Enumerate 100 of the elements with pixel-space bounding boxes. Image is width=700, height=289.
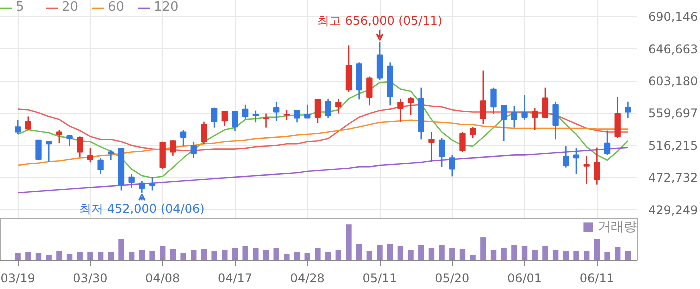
x-tick-label: 04/17 xyxy=(218,272,253,286)
bar xyxy=(512,245,518,260)
candlestick xyxy=(232,110,238,132)
candlestick xyxy=(25,116,32,131)
bar xyxy=(346,224,352,260)
bar xyxy=(584,251,590,260)
annotation: 최고 656,000 (05/11) xyxy=(317,14,443,28)
legend-label: 20 xyxy=(62,0,80,15)
y-tick-label: 646,663 xyxy=(648,42,698,56)
candlestick xyxy=(149,176,156,192)
candlestick xyxy=(56,129,63,144)
candlestick xyxy=(594,147,600,186)
bar xyxy=(118,239,124,260)
candlestick xyxy=(552,101,559,140)
x-tick-label: 03/19 xyxy=(0,272,36,286)
x-tick-label: 04/28 xyxy=(290,272,325,286)
bar xyxy=(563,251,569,260)
bar xyxy=(574,251,580,260)
candlestick xyxy=(376,41,384,82)
candlestick xyxy=(201,121,208,145)
candlestick xyxy=(604,130,611,156)
bar xyxy=(428,248,435,260)
candlestick xyxy=(77,136,84,158)
bar xyxy=(356,244,362,260)
candlestick xyxy=(449,154,456,178)
candlestick xyxy=(542,87,549,119)
bar xyxy=(325,252,332,260)
x-tick-label: 06/01 xyxy=(507,272,542,286)
bar xyxy=(242,246,248,260)
candlestick xyxy=(398,98,404,123)
bar xyxy=(253,248,259,260)
bar xyxy=(139,250,146,260)
candlestick xyxy=(501,104,508,142)
candlestick xyxy=(366,76,373,106)
candlestick xyxy=(98,158,104,176)
bar xyxy=(108,252,114,260)
y-tick-label: 429,249 xyxy=(648,203,698,218)
candlestick xyxy=(294,109,300,124)
bar xyxy=(315,248,321,260)
legend-label: 120 xyxy=(154,0,179,15)
candlestick xyxy=(252,110,260,124)
bar xyxy=(542,246,548,260)
bar xyxy=(170,249,176,260)
bar xyxy=(408,250,414,260)
y-tick-label: 516,215 xyxy=(648,138,698,153)
bar xyxy=(532,250,538,260)
candlestick xyxy=(532,108,538,131)
y-tick-label: 603,180 xyxy=(648,74,698,89)
bar xyxy=(222,250,228,260)
candlestick xyxy=(614,96,621,139)
bar xyxy=(77,252,83,260)
candlestick xyxy=(284,109,290,122)
x-tick-label: 05/20 xyxy=(435,272,470,286)
x-tick-label: 04/08 xyxy=(146,272,180,286)
candlestick xyxy=(408,96,414,116)
bar xyxy=(88,252,94,260)
candlestick xyxy=(304,104,311,119)
bar xyxy=(180,253,186,260)
candlestick xyxy=(460,132,466,153)
bar xyxy=(26,252,32,260)
bar xyxy=(284,254,290,260)
candlestick xyxy=(180,129,187,147)
bar xyxy=(388,244,394,260)
y-tick-label: 559,697 xyxy=(648,106,698,121)
bar xyxy=(439,245,445,260)
x-tick-label: 06/11 xyxy=(580,272,614,286)
candlestick xyxy=(14,120,22,136)
bar xyxy=(15,253,21,260)
candlestick xyxy=(428,132,435,163)
bar xyxy=(150,251,156,260)
y-tick-label: 472,732 xyxy=(648,171,698,186)
candlestick xyxy=(87,148,94,164)
candlestick xyxy=(438,138,446,168)
candlestick xyxy=(66,134,73,147)
candlestick xyxy=(222,110,228,127)
candlestick xyxy=(263,113,270,128)
y-tick-label: 690,146 xyxy=(648,10,698,24)
bar xyxy=(56,251,62,260)
candlestick xyxy=(511,106,518,128)
bar xyxy=(594,239,600,260)
candlestick xyxy=(625,101,632,119)
candlestick xyxy=(480,70,487,125)
annotation: 최저 452,000 (04/06) xyxy=(80,202,205,216)
bar xyxy=(398,246,404,260)
bar xyxy=(263,250,270,260)
bar xyxy=(98,252,104,260)
legend-label: 5 xyxy=(16,0,26,15)
line-series xyxy=(17,120,629,166)
bar xyxy=(128,252,135,260)
candlestick xyxy=(190,141,197,159)
legend-label: 거래량 xyxy=(598,219,637,236)
bar xyxy=(490,250,497,260)
candlestick xyxy=(470,126,476,139)
candlestick xyxy=(563,146,570,168)
bar xyxy=(460,249,466,260)
bar xyxy=(212,251,218,260)
candlestick xyxy=(522,94,528,122)
candlestick xyxy=(108,149,114,162)
bar xyxy=(294,252,300,260)
candlestick xyxy=(490,87,497,116)
